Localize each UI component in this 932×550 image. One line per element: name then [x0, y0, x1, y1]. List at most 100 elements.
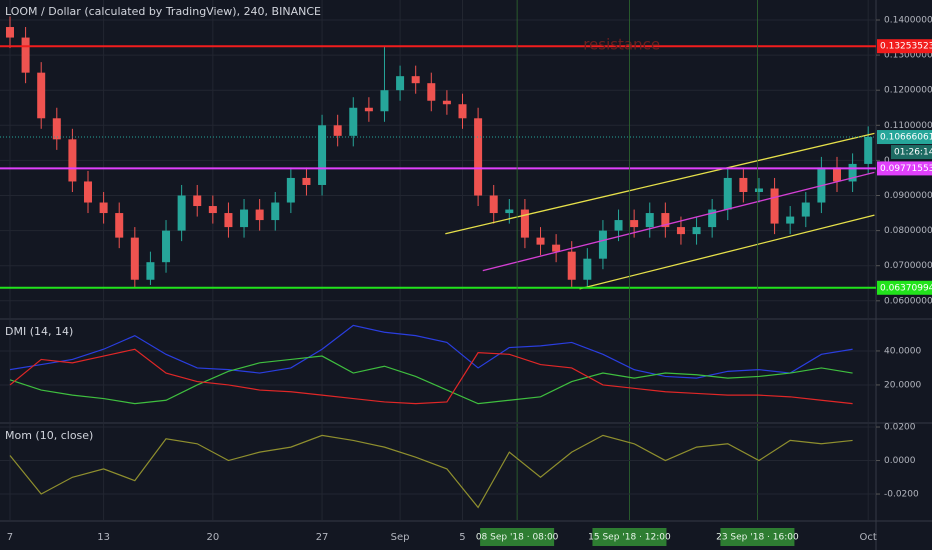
candle-body — [115, 213, 124, 238]
y-tick-label: 0.0200 — [884, 423, 916, 433]
countdown-label: 01:26:14 — [894, 148, 932, 158]
x-tick-label: 5 — [459, 532, 465, 543]
candle-body — [68, 139, 77, 182]
candle-body — [162, 230, 171, 263]
y-tick-label: 0.0000 — [884, 456, 916, 466]
candle-body — [37, 72, 46, 119]
candle-body — [380, 90, 389, 112]
candle-body — [5, 27, 14, 38]
series-line — [9, 355, 853, 405]
channel-line — [482, 171, 875, 272]
candle-body — [614, 220, 623, 231]
candle-body — [489, 195, 498, 214]
candle-body — [84, 181, 93, 203]
candle-body — [411, 76, 420, 84]
candle-body — [364, 107, 373, 112]
series-line — [9, 348, 853, 405]
x-tick-label: Sep — [391, 532, 410, 543]
panel-title: LOOM / Dollar (calculated by TradingView… — [5, 5, 321, 18]
candle-body — [739, 177, 748, 192]
candle-body — [520, 209, 529, 238]
candle-body — [801, 202, 810, 217]
x-tick-label: 13 — [97, 532, 110, 543]
marker-label: 08 Sep '18 · 08:00 — [476, 533, 559, 543]
x-tick-label: 7 — [7, 532, 13, 543]
candle-body — [177, 195, 186, 231]
candle-body — [286, 177, 295, 203]
x-tick-label: Oct — [860, 532, 877, 543]
candle-body — [208, 206, 217, 214]
candle-body — [240, 209, 249, 228]
candle-body — [630, 220, 639, 228]
candle-body — [318, 125, 327, 185]
level-badge — [877, 280, 932, 295]
candle-body — [645, 213, 654, 228]
last-price-badge — [877, 130, 932, 145]
candle-body — [770, 188, 779, 224]
candle-body — [676, 227, 685, 235]
candle-body — [224, 213, 233, 228]
y-tick-label: 20.0000 — [884, 380, 921, 390]
series-line — [9, 434, 853, 509]
x-tick-label: 27 — [316, 532, 329, 543]
candle-body — [130, 237, 139, 280]
x-tick-label: 20 — [206, 532, 219, 543]
candle-body — [536, 237, 545, 245]
candle-body — [832, 167, 841, 182]
candle-body — [583, 258, 592, 280]
level-label: 0.09771553 — [880, 164, 932, 174]
candle-body — [271, 202, 280, 221]
candle-body — [708, 209, 717, 228]
candle-body — [474, 118, 483, 196]
level-label: 0.13253523 — [880, 42, 932, 52]
countdown-badge — [891, 145, 932, 160]
candle-body — [255, 209, 264, 221]
y-tick-label: -0.0200 — [884, 490, 919, 500]
level-badge — [877, 161, 932, 176]
panel-title: Mom (10, close) — [5, 429, 93, 442]
y-tick-label: 0 — [884, 156, 890, 166]
candle-body — [52, 118, 61, 140]
candle-body — [661, 213, 670, 228]
candle-body — [786, 216, 795, 224]
candle-body — [302, 177, 311, 185]
channel-line — [579, 214, 875, 290]
candle-body — [723, 177, 732, 210]
candle-body — [146, 262, 155, 280]
marker-badge — [720, 528, 795, 546]
series-line — [9, 324, 853, 379]
level-label: 0.06370994 — [880, 283, 932, 293]
candle-body — [598, 230, 607, 259]
level-badge — [877, 39, 932, 54]
candle-body — [458, 104, 467, 119]
candle-body — [692, 227, 701, 235]
y-tick-label: 40.0000 — [884, 346, 921, 356]
marker-label: 15 Sep '18 · 12:00 — [588, 533, 671, 543]
candle-body — [848, 163, 857, 182]
annotation: resistance — [583, 35, 660, 53]
candle-body — [427, 83, 436, 101]
candle-body — [505, 209, 514, 214]
marker-badge — [592, 528, 667, 546]
candle-body — [333, 125, 342, 136]
panel-title: DMI (14, 14) — [5, 325, 73, 338]
candle-body — [567, 251, 576, 280]
candle-body — [442, 100, 451, 105]
candle-body — [349, 107, 358, 136]
candle-body — [552, 244, 561, 252]
marker-badge — [480, 528, 555, 546]
candle-body — [99, 202, 108, 214]
candle-body — [21, 37, 30, 73]
candle-body — [193, 195, 202, 207]
